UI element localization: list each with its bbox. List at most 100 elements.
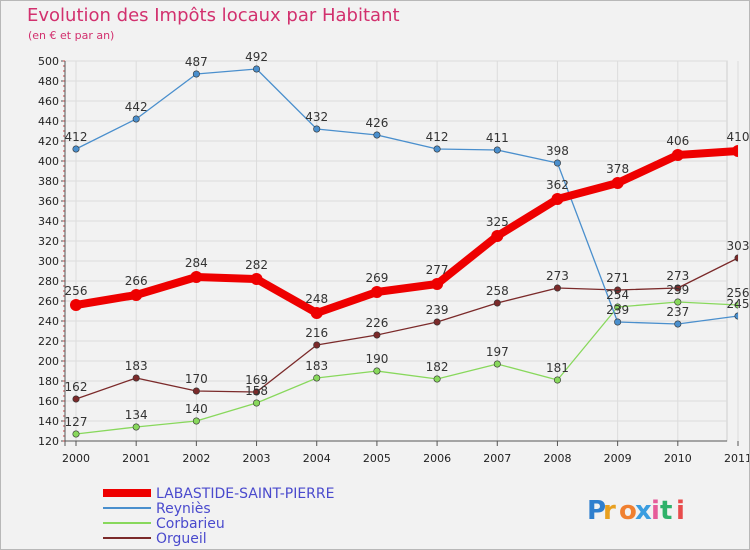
y-tick-label: 280 [38,275,59,288]
grid-lines [65,60,739,442]
data-label: 237 [666,305,689,319]
x-tick-label: 2003 [243,452,271,465]
data-label: 284 [185,256,208,270]
x-tick-label: 2001 [122,452,150,465]
data-point [313,125,321,133]
data-label: 259 [666,283,689,297]
data-label: 216 [305,326,328,340]
chart-subtitle: (en € et par an) [28,29,115,42]
legend-label: Orgueil [156,531,207,547]
data-label: 183 [125,359,148,373]
data-label: 411 [486,131,509,145]
data-label: 412 [426,130,449,144]
logo-letter: t [660,496,672,526]
data-point [553,284,561,292]
data-point [250,273,263,285]
data-point [192,70,200,78]
data-point [433,318,441,326]
data-point [491,230,504,242]
x-axis: 2000 2001 2002 2003 2004 2005 2006 2007 2008 2009… [62,440,749,465]
data-point [132,115,140,123]
chart-title: Evolution des Impôts locaux par Habitant [27,5,400,26]
data-point [373,367,381,375]
data-point [192,417,200,425]
x-tick-label: 2009 [604,452,632,465]
data-label: 254 [606,288,629,302]
x-tick-label: 2007 [483,452,511,465]
data-label: 406 [666,134,689,148]
data-point [373,331,381,339]
data-label: 183 [305,359,328,373]
y-tick-label: 180 [38,375,59,388]
data-label: 190 [365,352,388,366]
logo-letter: i [676,496,685,526]
series-line [72,147,738,317]
data-point [253,65,261,73]
x-tick-label: 2006 [423,452,451,465]
y-tick-label: 140 [38,415,59,428]
data-label: 256 [727,286,749,300]
data-label: 158 [245,384,268,398]
data-point [313,374,321,382]
logo-letter: o [619,496,637,526]
y-axis: 120 140 160 180 200 220 240 260 280 300 320 340 360 3… [38,55,66,448]
data-label: 269 [365,271,388,285]
data-point [674,298,682,306]
data-label: 442 [125,100,148,114]
data-point [674,284,682,292]
data-point [732,145,738,157]
data-point [253,388,261,396]
data-point [431,278,444,290]
data-label: 182 [426,360,449,374]
data-label: 266 [125,274,148,288]
data-label: 170 [185,372,208,386]
data-point [734,301,738,309]
data-point [72,145,80,153]
y-tick-label: 120 [38,435,59,448]
data-label: 134 [125,408,148,422]
proxiti-logo: Pr ox i t i [587,496,685,526]
x-tick-label: 2005 [363,452,391,465]
data-point [493,146,501,154]
data-point [132,423,140,431]
data-point [130,289,143,301]
plot-area [64,60,728,442]
data-label: 271 [606,271,629,285]
data-label: 398 [546,144,569,158]
data-label: 410 [727,130,749,144]
data-point [734,312,738,320]
y-tick-label: 480 [38,75,59,88]
data-point [190,271,203,283]
legend-label: LABASTIDE-SAINT-PIERRE [156,486,335,502]
data-label: 245 [727,297,749,311]
data-point [553,376,561,384]
data-label: 282 [245,258,268,272]
series-line [75,257,738,400]
data-point [611,177,624,189]
data-point [614,318,622,326]
data-point [433,375,441,383]
y-tick-label: 160 [38,395,59,408]
data-point [433,145,441,153]
logo-letter: x [635,496,652,526]
data-point [493,360,501,368]
data-point [310,307,323,319]
x-tick-label: 2011 [724,452,749,465]
series-line [75,68,738,325]
data-label: 140 [185,402,208,416]
y-tick-label: 400 [38,155,59,168]
data-label: 432 [305,110,328,124]
legend: LABASTIDE-SAINT-PIERREReynièsCorbarieuOr… [103,486,335,547]
data-label: 181 [546,361,569,375]
data-point [553,159,561,167]
data-label: 277 [426,263,449,277]
x-tick-label: 2004 [303,452,331,465]
data-point [551,193,564,205]
y-tick-label: 380 [38,175,59,188]
data-point [313,341,321,349]
y-tick-label: 360 [38,195,59,208]
data-label: 492 [245,50,268,64]
y-tick-label: 320 [38,235,59,248]
